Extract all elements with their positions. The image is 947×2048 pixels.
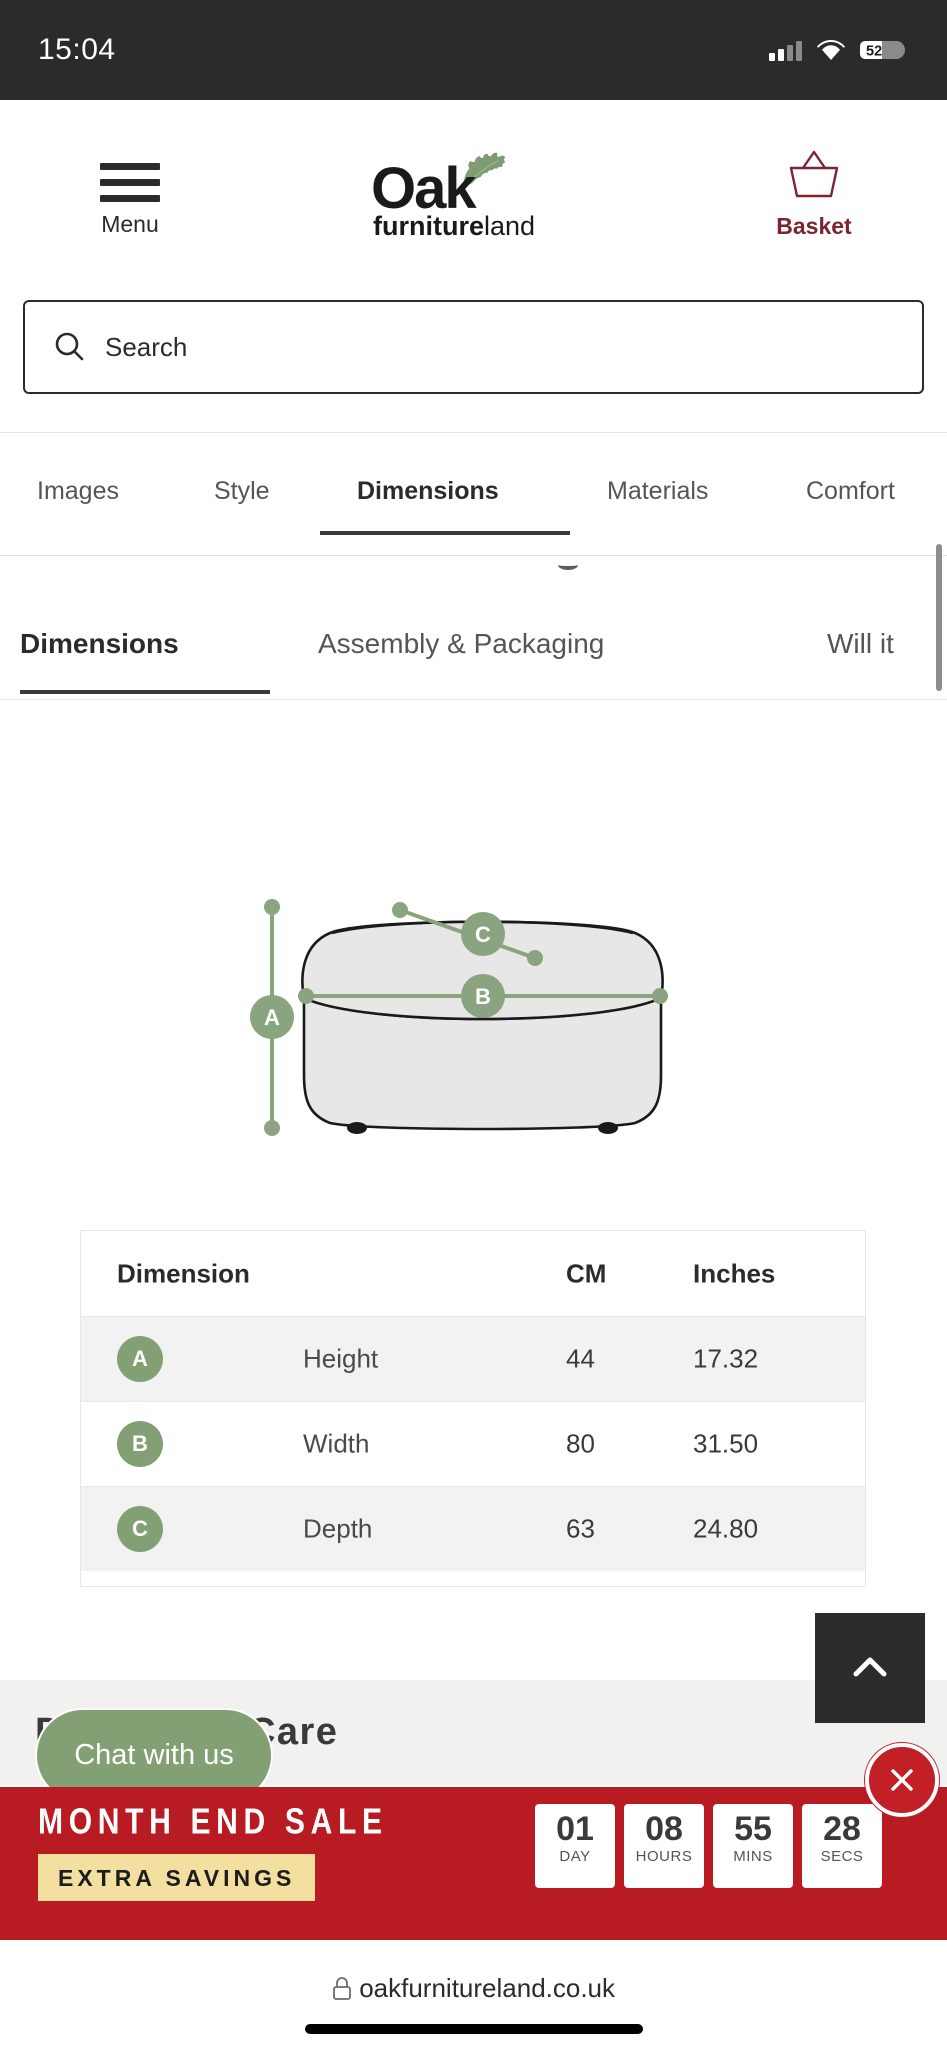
svg-text:A: A xyxy=(264,1005,280,1030)
svg-text:52: 52 xyxy=(866,44,882,60)
svg-text:B: B xyxy=(475,984,491,1009)
svg-text:C: C xyxy=(475,922,491,947)
svg-text:furnitureland: furnitureland xyxy=(373,211,535,241)
